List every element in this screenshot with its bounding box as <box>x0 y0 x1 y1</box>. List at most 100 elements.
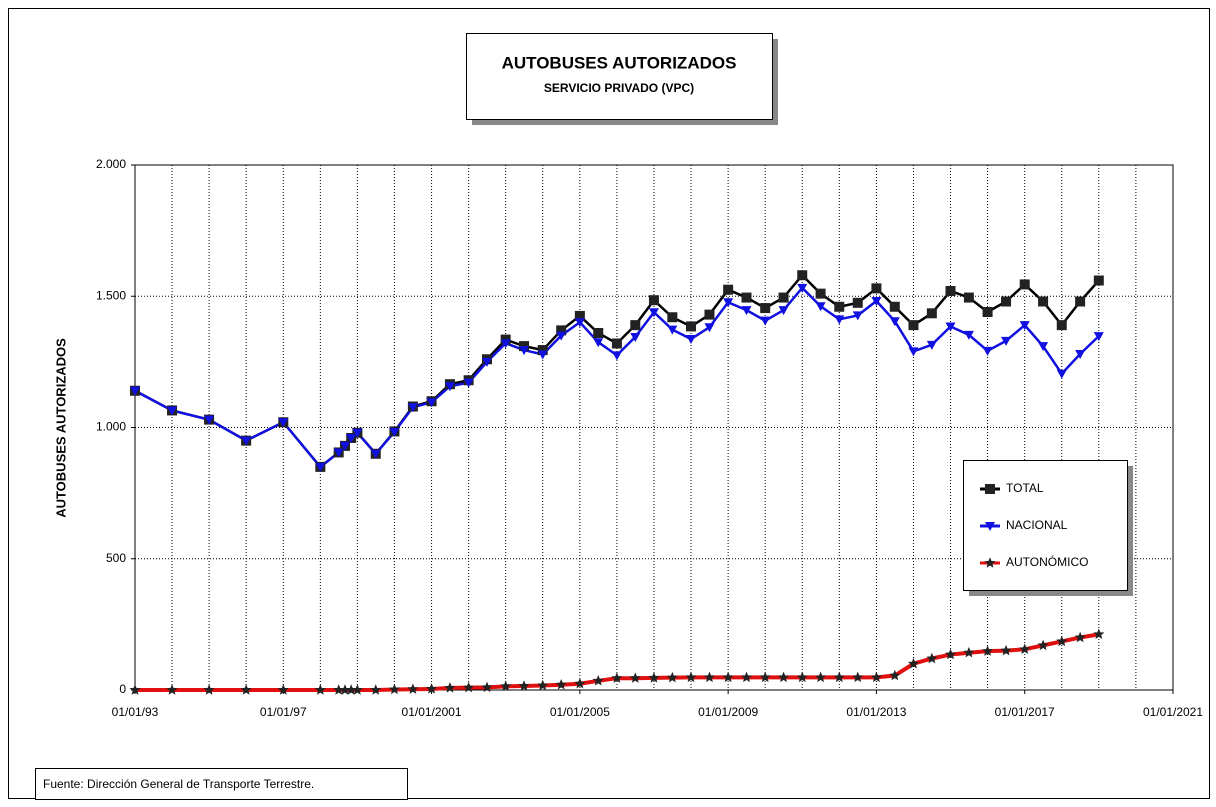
marker <box>815 288 826 299</box>
marker <box>204 415 215 425</box>
marker <box>852 297 863 308</box>
marker <box>592 675 604 686</box>
marker <box>667 312 678 323</box>
marker <box>926 308 937 319</box>
marker <box>834 315 845 325</box>
marker <box>648 672 660 683</box>
marker <box>629 672 641 683</box>
marker <box>926 340 937 350</box>
marker <box>1074 631 1086 643</box>
marker <box>945 322 956 332</box>
marker <box>985 484 995 494</box>
marker <box>1093 628 1105 640</box>
marker <box>130 386 140 396</box>
marker <box>339 441 350 451</box>
marker <box>333 448 344 458</box>
marker <box>346 434 357 443</box>
marker <box>444 682 456 693</box>
marker <box>1075 296 1086 307</box>
marker <box>685 321 696 332</box>
x-tick-label: 01/01/2005 <box>550 705 610 719</box>
marker <box>500 339 511 349</box>
marker <box>722 671 734 683</box>
marker <box>630 332 641 342</box>
marker <box>778 292 789 303</box>
marker <box>963 292 974 303</box>
marker <box>1000 644 1012 656</box>
marker <box>982 307 993 317</box>
marker <box>444 382 455 392</box>
legend-box <box>963 460 1128 591</box>
marker <box>723 284 734 295</box>
plot-area: 0 500 1.000 1.500 2.000 01/01/93 01/01/97 01/01… <box>96 157 1203 719</box>
x-tick-label: 01/01/2017 <box>995 705 1055 719</box>
marker <box>834 301 845 312</box>
marker <box>984 557 996 568</box>
marker <box>574 677 586 689</box>
marker <box>314 684 326 695</box>
marker <box>760 303 771 314</box>
marker <box>797 283 808 293</box>
marker <box>1038 296 1049 307</box>
marker <box>630 320 641 331</box>
marker <box>985 522 995 531</box>
marker <box>1093 275 1104 286</box>
marker <box>463 378 474 388</box>
marker <box>741 306 752 316</box>
marker <box>945 648 957 660</box>
marker <box>407 683 419 694</box>
marker <box>870 671 882 683</box>
marker <box>796 671 808 683</box>
marker <box>1038 342 1049 352</box>
x-tick-label: 01/01/93 <box>112 705 159 719</box>
marker <box>1019 279 1030 290</box>
marker <box>1056 320 1067 331</box>
marker <box>704 309 715 320</box>
marker <box>519 346 530 356</box>
chart-title: AUTOBUSES AUTORIZADOS <box>502 53 737 72</box>
marker <box>370 684 382 695</box>
legend-label: NACIONAL <box>1006 518 1068 532</box>
source-note: Fuente: Dirección General de Transporte … <box>43 777 314 791</box>
outer-frame <box>8 8 1210 799</box>
marker <box>703 671 715 683</box>
marker <box>1093 332 1104 342</box>
marker <box>166 684 178 695</box>
marker <box>815 302 826 312</box>
marker <box>815 671 827 683</box>
marker <box>740 671 753 683</box>
marker <box>1001 336 1012 346</box>
marker <box>1001 296 1012 307</box>
marker <box>889 317 900 327</box>
marker <box>574 318 585 328</box>
marker <box>963 330 974 340</box>
legend-label: TOTAL <box>1006 481 1044 495</box>
source-box <box>35 768 408 800</box>
marker <box>1019 321 1030 331</box>
marker <box>1037 639 1049 651</box>
marker <box>963 646 975 658</box>
marker <box>129 684 141 695</box>
marker <box>1075 350 1086 359</box>
legend-label: AUTONÓMICO <box>1006 554 1088 569</box>
marker <box>1056 369 1067 379</box>
marker <box>667 325 678 335</box>
x-tick-label: 01/01/2001 <box>402 705 462 719</box>
marker <box>760 316 771 326</box>
marker <box>759 671 771 683</box>
marker <box>648 308 659 318</box>
marker <box>704 323 715 333</box>
marker <box>537 679 549 691</box>
marker <box>852 311 863 321</box>
marker <box>370 449 381 459</box>
y-axis-label: AUTOBUSES AUTORIZADOS <box>53 338 68 518</box>
marker <box>908 320 919 331</box>
marker <box>167 406 178 416</box>
marker <box>537 350 548 360</box>
marker <box>648 295 659 306</box>
marker <box>389 427 400 437</box>
marker <box>537 345 548 356</box>
marker <box>426 398 437 408</box>
marker <box>574 310 585 321</box>
